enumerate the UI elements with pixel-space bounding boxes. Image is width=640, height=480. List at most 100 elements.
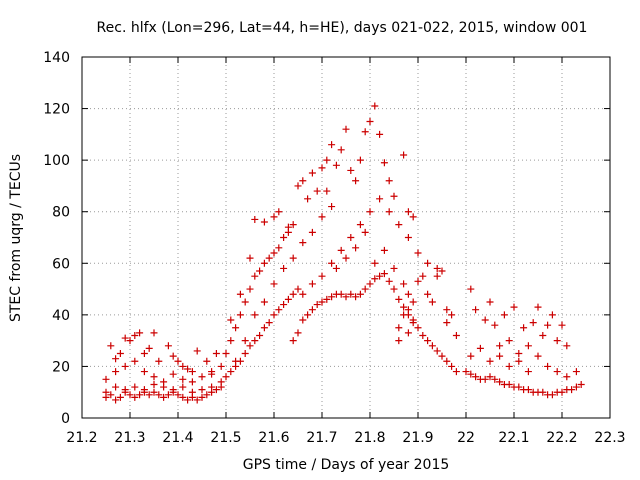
data-point	[433, 347, 441, 355]
data-point	[361, 128, 369, 136]
data-point	[198, 373, 206, 381]
data-point	[212, 350, 220, 358]
data-point	[227, 337, 235, 345]
data-point	[174, 391, 182, 399]
data-point	[160, 393, 168, 401]
data-point	[491, 375, 499, 383]
data-point	[164, 391, 172, 399]
data-point	[203, 357, 211, 365]
y-tick-label: 20	[52, 359, 70, 375]
data-point	[160, 378, 168, 386]
data-point	[294, 329, 302, 337]
data-point	[121, 334, 129, 342]
data-point	[414, 324, 422, 332]
data-point	[366, 117, 374, 125]
data-point	[313, 187, 321, 195]
plot-frame	[81, 56, 611, 419]
data-point	[476, 344, 484, 352]
x-tick-label: 21.6	[258, 430, 289, 446]
data-point	[155, 391, 163, 399]
y-tick-label: 60	[52, 256, 70, 272]
x-axis-ticks: 21.2 21.3 21.4 21.5 21.6 21.7 21.8 21.9 22 22.1 22…	[66, 57, 626, 446]
data-point	[193, 396, 201, 404]
data-point	[443, 306, 451, 314]
data-point	[318, 164, 326, 172]
x-tick-label: 21.2	[66, 430, 97, 446]
data-point	[534, 303, 542, 311]
data-point	[404, 306, 412, 314]
data-point	[270, 249, 278, 257]
data-point	[145, 344, 153, 352]
data-point	[443, 357, 451, 365]
data-point	[515, 357, 523, 365]
data-point	[481, 316, 489, 324]
data-point	[251, 215, 259, 223]
data-point	[572, 383, 580, 391]
data-point	[150, 388, 158, 396]
data-point	[126, 337, 134, 345]
data-point	[308, 169, 316, 177]
data-point	[208, 383, 216, 391]
grid-lines	[82, 57, 610, 418]
data-point	[356, 156, 364, 164]
data-point	[126, 391, 134, 399]
data-point	[179, 383, 187, 391]
data-point	[323, 156, 331, 164]
data-point	[193, 347, 201, 355]
y-tick-label: 40	[52, 308, 70, 324]
data-point	[256, 331, 264, 339]
data-point	[496, 352, 504, 360]
data-point	[188, 368, 196, 376]
data-point	[164, 342, 172, 350]
data-point	[380, 270, 388, 278]
data-point	[208, 370, 216, 378]
data-point	[251, 272, 259, 280]
data-point	[275, 244, 283, 252]
data-point	[304, 195, 312, 203]
x-tick-label: 21.4	[162, 430, 193, 446]
data-point	[428, 342, 436, 350]
data-point	[121, 386, 129, 394]
data-point	[304, 311, 312, 319]
data-point	[548, 391, 556, 399]
data-point	[496, 378, 504, 386]
data-points	[102, 102, 585, 404]
y-tick-label: 120	[43, 102, 70, 118]
data-point	[318, 213, 326, 221]
data-point	[265, 254, 273, 262]
data-point	[308, 306, 316, 314]
data-point	[544, 362, 552, 370]
data-point	[352, 244, 360, 252]
data-point	[352, 293, 360, 301]
data-point	[289, 221, 297, 229]
y-tick-label: 0	[61, 411, 70, 427]
data-point	[270, 311, 278, 319]
data-point	[102, 375, 110, 383]
data-point	[260, 298, 268, 306]
data-point	[544, 321, 552, 329]
data-point	[174, 357, 182, 365]
data-point	[217, 378, 225, 386]
data-point	[448, 362, 456, 370]
data-point	[328, 203, 336, 211]
data-point	[179, 362, 187, 370]
data-point	[260, 259, 268, 267]
data-point	[400, 280, 408, 288]
data-point	[260, 218, 268, 226]
data-point	[568, 386, 576, 394]
data-point	[443, 319, 451, 327]
x-tick-label: 22.3	[594, 430, 625, 446]
data-point	[131, 357, 139, 365]
x-tick-label: 21.7	[306, 430, 337, 446]
data-point	[318, 272, 326, 280]
data-point	[280, 234, 288, 241]
data-point	[342, 254, 350, 262]
data-point	[563, 342, 571, 350]
data-point	[452, 331, 460, 339]
data-point	[472, 306, 480, 314]
data-point	[112, 368, 120, 376]
data-point	[169, 386, 177, 394]
data-point	[179, 375, 187, 383]
data-point	[145, 391, 153, 399]
data-point	[236, 290, 244, 298]
